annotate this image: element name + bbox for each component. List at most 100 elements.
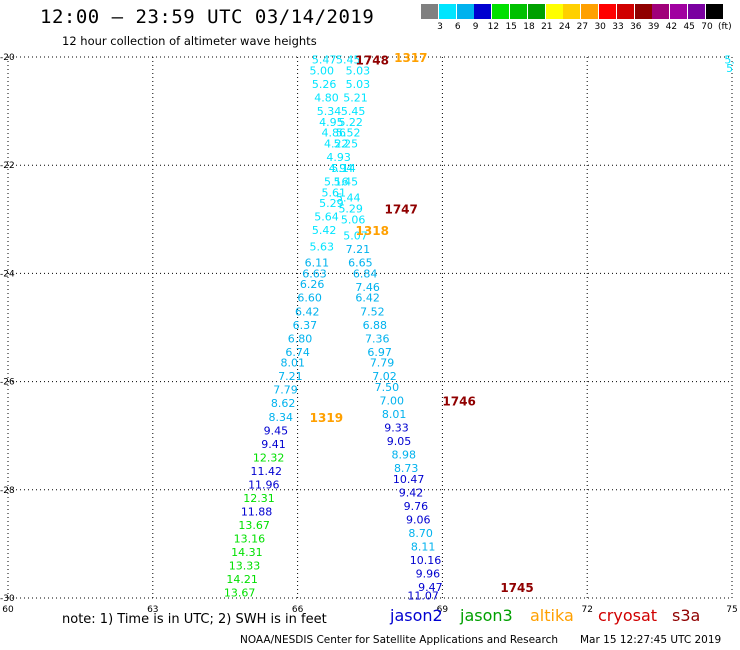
satellite-s3a: s3a: [672, 606, 701, 625]
wave-height-value: 6.65: [348, 257, 373, 270]
page-subtitle: 12 hour collection of altimeter wave hei…: [62, 34, 317, 48]
legend-swatch: [492, 4, 510, 19]
legend-label: 39: [647, 22, 660, 32]
x-tick-label: 72: [581, 605, 592, 615]
wave-height-value: 7.21: [346, 243, 371, 256]
wave-height-value: 9.05: [387, 435, 412, 448]
satellite-cryosat: cryosat: [598, 606, 658, 625]
wave-height-value: 12.31: [243, 492, 275, 505]
wave-height-value: 4.95: [319, 116, 344, 129]
legend-label: 18: [523, 22, 535, 32]
legend-label: 45: [683, 22, 695, 32]
wave-height-value: 9.76: [404, 500, 429, 513]
wave-height-value: 5.63: [309, 240, 334, 253]
wave-height-value: 9.06: [406, 514, 431, 527]
legend-swatch: [670, 4, 688, 19]
wave-height-value: 5.34: [317, 105, 342, 118]
x-tick-label: 66: [292, 605, 304, 615]
wave-height-value: 6.11: [305, 257, 330, 270]
satellite-jason2: jason2: [390, 606, 443, 625]
wave-height-value: 12.32: [253, 451, 285, 464]
wave-height-value: 6.84: [353, 267, 378, 280]
x-tick-label: 60: [2, 605, 14, 615]
legend-label: (ft): [718, 22, 732, 32]
pass-time-label: 1745: [500, 581, 533, 595]
wave-height-value: 13.16: [234, 532, 266, 545]
wave-height-value: 6.42: [295, 305, 320, 318]
wave-height-value: 8.01: [281, 357, 306, 370]
wave-height-value: 6.63: [302, 267, 327, 280]
wave-height-value: 5.52: [336, 127, 361, 140]
legend-swatch: [688, 4, 705, 19]
wave-height-value: 7.00: [379, 395, 404, 408]
satellite-jason3: jason3: [460, 606, 513, 625]
wave-height-value: 7.46: [355, 281, 380, 294]
y-tick-label: -26: [0, 378, 15, 388]
wave-height-value: 5.45: [336, 54, 361, 67]
legend-label: 33: [612, 22, 624, 32]
wave-height-value: 7.02: [372, 370, 397, 383]
wave-height-value: 9.42: [399, 487, 424, 500]
wave-height-value: 6.60: [297, 292, 322, 305]
wave-height-value: 7.21: [278, 370, 303, 383]
wave-height-value: 5.06: [341, 213, 366, 226]
wave-height-value: 11.96: [248, 478, 280, 491]
wave-height-value: 10.47: [393, 473, 425, 486]
wave-height-value: 5.61: [322, 186, 347, 199]
legend-swatch: [527, 4, 545, 19]
wave-height-value: 14.31: [231, 546, 263, 559]
pass-time-label: 1748: [356, 54, 389, 68]
wave-height-value: 5.16: [324, 175, 349, 188]
wave-height-value: 9.47: [418, 581, 443, 594]
pass-time-label: 1747: [384, 202, 417, 216]
legend-label: 6: [454, 22, 461, 32]
wave-height-value: 11.07: [407, 589, 439, 602]
wave-height-value: 5.64: [314, 211, 339, 224]
legend-label: 30: [594, 22, 606, 32]
y-tick-label: -30: [0, 594, 15, 604]
x-tick-label: 69: [437, 605, 449, 615]
wave-height-value: 8.73: [394, 462, 419, 475]
wave-height-value: 4.93: [326, 151, 351, 164]
wave-height-value: 8.62: [271, 397, 296, 410]
wave-height-value: 8.01: [382, 408, 407, 421]
wave-height-value: 5.03: [346, 65, 371, 78]
legend-label: 24: [558, 22, 571, 32]
wave-height-value: 4.94: [329, 162, 354, 175]
wave-height-value: 4.86: [322, 127, 347, 140]
legend-label: 21: [541, 22, 553, 32]
legend-label: 36: [630, 22, 642, 32]
legend-label: 9: [472, 22, 479, 32]
legend-swatch: [438, 4, 456, 19]
legend-label: 42: [665, 22, 678, 32]
legend-label: 15: [505, 22, 517, 32]
wave-height-value: 5.47: [312, 54, 337, 67]
wave-height-value: 7.79: [370, 357, 395, 370]
legend-swatch: [421, 4, 438, 19]
wave-height-value: 7.79: [273, 384, 298, 397]
wave-height-value: 6.37: [293, 319, 318, 332]
legend-swatch: [563, 4, 581, 19]
wave-height-value: 14.21: [226, 573, 258, 586]
wave-height-value: 13.33: [229, 560, 261, 573]
credit-line: NOAA/NESDIS Center for Satellite Applica…: [240, 634, 558, 646]
page-title: 12:00 – 23:59 UTC 03/14/2019: [40, 6, 375, 28]
wave-height-value: 6.74: [285, 346, 310, 359]
wave-height-value: 7.36: [365, 332, 390, 345]
legend-swatch: [545, 4, 563, 19]
wave-height-value: 6.26: [300, 278, 325, 291]
wave-height-value: 5.21: [343, 92, 368, 105]
legend-label: 27: [576, 22, 589, 32]
wave-height-value: 5.44: [336, 192, 361, 205]
legend-swatch: [634, 4, 652, 19]
y-tick-label: -28: [0, 486, 15, 496]
wave-height-value: 5.: [724, 54, 735, 67]
wave-height-value: 4.80: [314, 92, 339, 105]
legend-swatch: [705, 4, 723, 19]
wave-height-value: 5.25: [334, 138, 359, 151]
wave-height-value: 7.50: [375, 381, 400, 394]
wave-height-value: 9.45: [264, 424, 289, 437]
legend-swatch: [599, 4, 616, 19]
wave-height-value: 11.88: [241, 505, 273, 518]
